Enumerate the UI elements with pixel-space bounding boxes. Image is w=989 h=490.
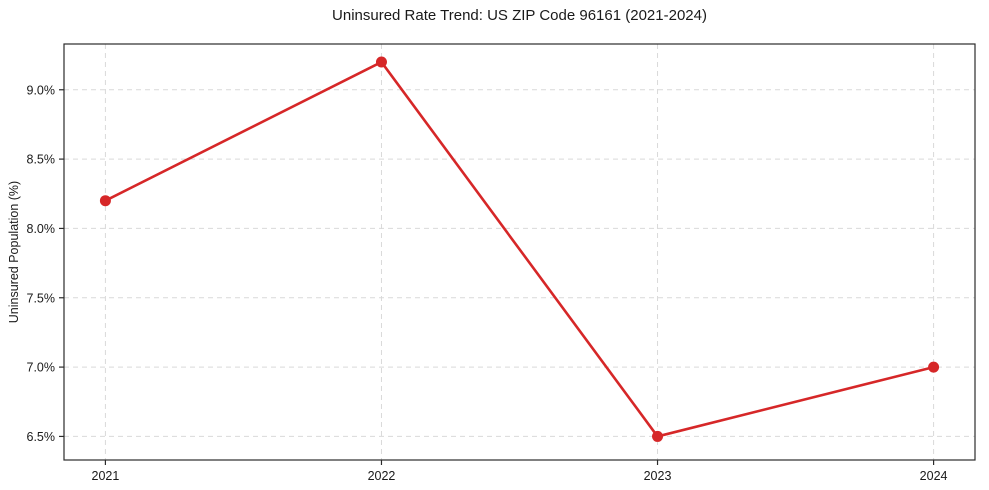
data-point-marker — [99, 195, 111, 207]
y-tick-label: 6.5% — [27, 430, 56, 444]
y-tick-label: 8.5% — [27, 153, 56, 167]
x-tick-label: 2024 — [920, 469, 948, 483]
data-point-marker — [928, 361, 940, 373]
y-tick-label: 7.5% — [27, 291, 56, 305]
data-point-marker — [375, 56, 387, 68]
chart-title: Uninsured Rate Trend: US ZIP Code 96161 … — [332, 7, 707, 24]
data-point-marker — [652, 430, 664, 442]
x-tick-label: 2022 — [368, 469, 396, 483]
y-axis-label: Uninsured Population (%) — [7, 180, 21, 324]
y-tick-label: 9.0% — [27, 83, 56, 97]
y-tick-label: 8.0% — [27, 222, 56, 236]
x-tick-label: 2021 — [92, 469, 120, 483]
line-series — [104, 60, 935, 438]
x-tick-label: 2023 — [644, 469, 672, 483]
y-tick-label: 7.0% — [27, 361, 56, 375]
plot-area-border — [63, 43, 976, 461]
